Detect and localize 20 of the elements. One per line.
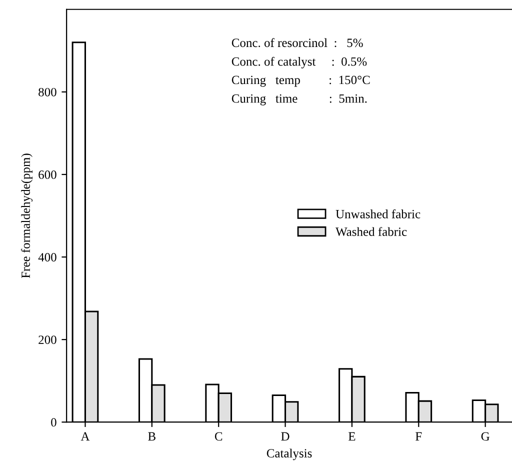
x-tick-label: F	[416, 432, 422, 440]
y-axis-title: Free formaldehyde(ppm)	[21, 154, 33, 278]
annotation: Conc. of catalyst : 0.5%	[232, 56, 367, 68]
annotation: Conc. of resorcinol : 5%	[232, 38, 363, 48]
x-tick-label: D	[281, 432, 290, 441]
annotation: Curing time : 5min.	[232, 94, 367, 106]
x-axis-title: Catalysis	[266, 448, 312, 460]
y-tick-label: 600	[38, 170, 56, 179]
annotation: Curing temp : 150°C	[232, 76, 370, 87]
legend-label: Unwashed fabric	[336, 209, 420, 218]
x-tick-label: E	[348, 432, 356, 440]
y-tick-label: 200	[38, 336, 56, 344]
x-tick-label: C	[214, 432, 222, 441]
legend-label: Washed fabric	[336, 227, 407, 236]
y-tick-label: 400	[38, 253, 56, 262]
x-tick-label: A	[80, 432, 90, 440]
y-tick-label: 0	[51, 418, 56, 427]
y-tick-label: 800	[38, 88, 56, 96]
x-tick-label: B	[148, 432, 156, 441]
x-tick-label: G	[481, 432, 490, 441]
